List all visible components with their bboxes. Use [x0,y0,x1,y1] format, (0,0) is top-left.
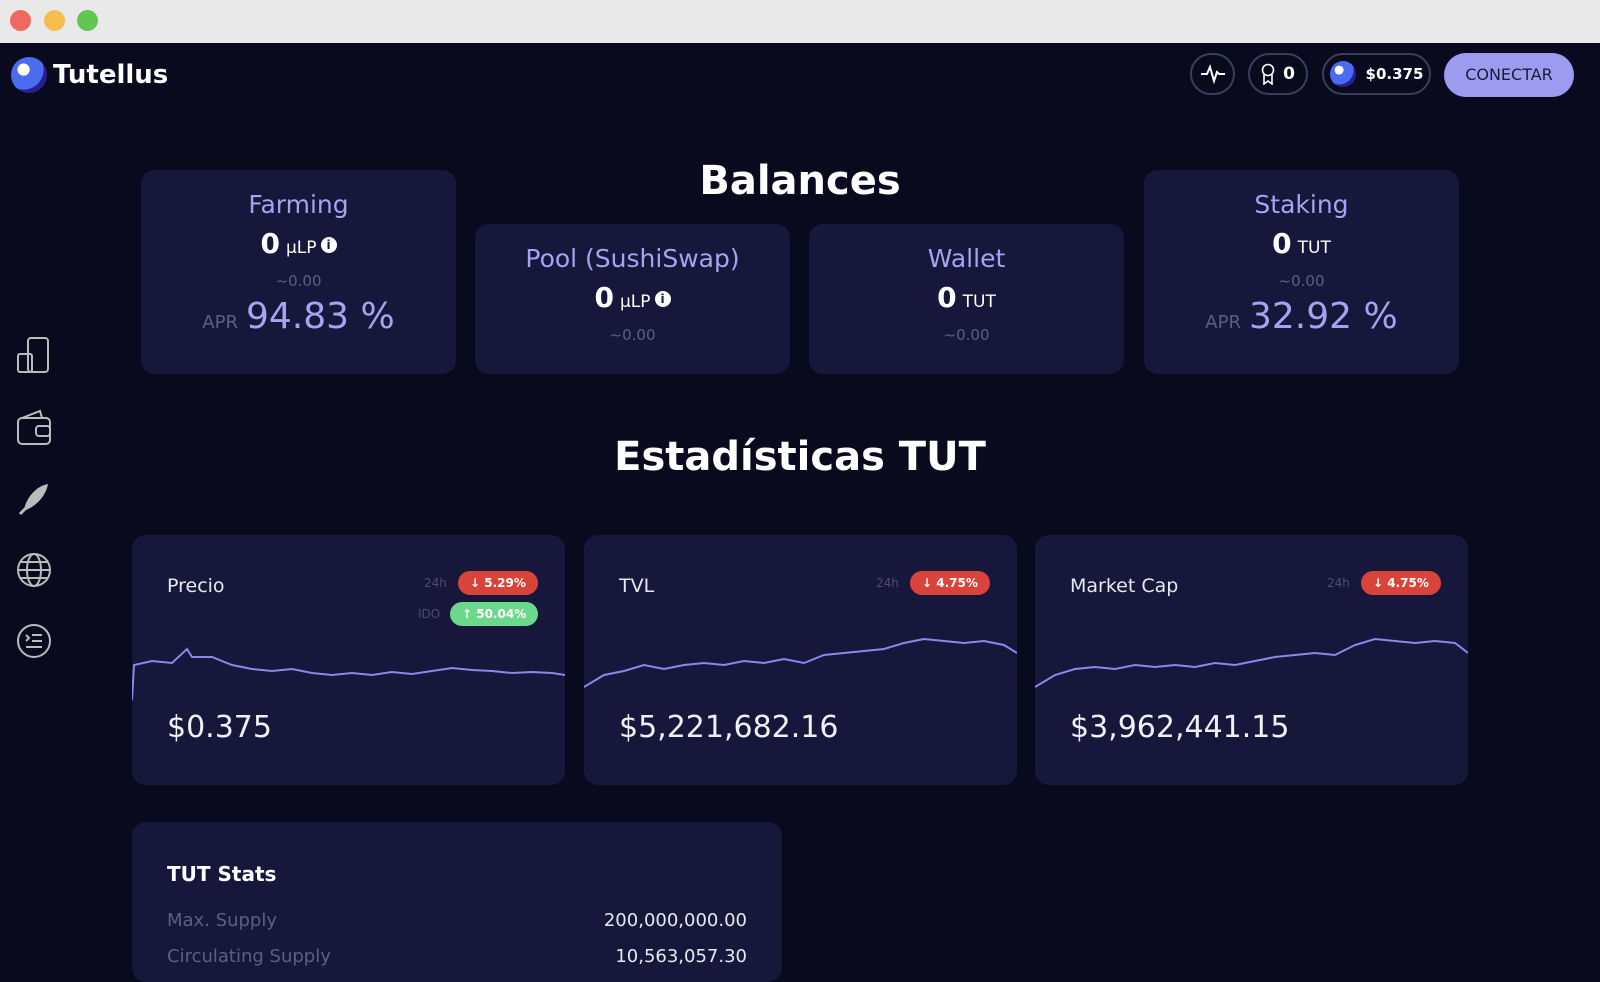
ido-label: IDO [418,607,441,621]
globe-icon[interactable] [16,550,52,590]
apr-value: 94.83 % [245,296,395,337]
amount: 0 TUT [809,281,1124,314]
card-title: Farming [248,190,349,219]
change-badge: ↓ 4.75% [1361,571,1441,595]
apr: APR 94.83 % [141,296,456,337]
card-title: Market Cap [1070,575,1179,597]
ido-badge: ↑ 50.04% [450,602,539,626]
pool-card: Pool (SushiSwap) 0 μLP i ~0.00 [475,224,790,374]
badges-count: 0 [1283,64,1295,84]
staking-card: Staking 0 TUT ~0.00 APR 32.92 % [1144,170,1459,374]
launch-icon[interactable] [16,480,52,520]
tvl-card: TVL 24h ↓ 4.75% $5,221,682.16 [584,535,1017,785]
card-title: TVL [619,575,655,597]
row-value: 200,000,000.00 [603,910,747,931]
amount-value: 0 [1272,227,1292,260]
approx: ~0.00 [609,326,656,344]
token-icon [1329,61,1356,87]
wallet-card: Wallet 0 TUT ~0.00 [809,224,1124,374]
period: 24h [1327,576,1350,590]
maximize-button[interactable] [77,10,98,31]
unit: TUT [1297,238,1331,258]
sparkline [132,647,565,701]
row-label: Max. Supply [167,910,277,931]
amount-value: 0 [594,281,614,314]
price-card: Precio 24h ↓ 5.29% IDO ↑ 50.04% $0.375 [132,535,565,785]
market-cap-card: Market Cap 24h ↓ 4.75% $3,962,441.15 [1035,535,1468,785]
card-title: Wallet [927,244,1006,273]
minimize-button[interactable] [44,10,65,31]
card-title: TUT Stats [167,862,277,886]
approx: ~0.00 [943,326,990,344]
section-title: Estadísticas TUT [614,434,986,480]
amount: 0 μLP i [141,227,456,260]
unit: μLP [285,238,317,258]
apr: APR 32.92 % [1144,296,1459,337]
info-icon[interactable]: i [654,291,671,307]
card-title: Pool (SushiSwap) [525,244,740,273]
unit: μLP [619,292,651,312]
price-button[interactable]: $0.375 [1322,53,1431,95]
title-bar [0,0,1600,43]
pulse-icon [1200,64,1225,84]
card-title: Staking [1254,190,1349,219]
close-button[interactable] [10,10,31,31]
row-value: 10,563,057.30 [615,946,747,967]
info-icon[interactable]: i [320,237,337,253]
amount: 0 μLP i [475,281,790,314]
apr-label: APR [1205,312,1241,333]
apr-label: APR [202,312,238,333]
card-value: $5,221,682.16 [619,710,839,745]
approx: ~0.00 [275,272,322,290]
wallet-icon[interactable] [16,408,52,448]
amount: 0 TUT [1144,227,1459,260]
change-badge: ↓ 5.29% [458,571,538,595]
card-value: $0.375 [167,710,272,745]
dashboard-icon[interactable] [16,336,52,376]
logo[interactable] [11,57,47,93]
card-value: $3,962,441.15 [1070,710,1290,745]
card-title: Precio [167,575,225,597]
sparkline [1035,637,1468,688]
farming-card: Farming 0 μLP i ~0.00 APR 94.83 % [141,170,456,374]
token-price: $0.375 [1365,65,1424,83]
tut-stats-card: TUT Stats Max. Supply 200,000,000.00 Cir… [132,822,782,982]
brand[interactable]: Tutellus [53,60,169,90]
badges-button[interactable]: 0 [1248,53,1308,95]
activity-button[interactable] [1190,53,1235,95]
amount-value: 0 [260,227,280,260]
row-label: Circulating Supply [167,946,331,967]
sparkline [584,637,1017,688]
amount-value: 0 [937,281,957,314]
badge-icon [1261,63,1275,85]
period: 24h [876,576,899,590]
connect-button[interactable]: CONECTAR [1444,53,1574,97]
approx: ~0.00 [1278,272,1325,290]
menu-icon[interactable] [16,621,52,661]
apr-value: 32.92 % [1248,296,1398,337]
change-badge: ↓ 4.75% [910,571,990,595]
section-title: Balances [699,158,901,204]
unit: TUT [962,292,996,312]
period: 24h [424,576,447,590]
